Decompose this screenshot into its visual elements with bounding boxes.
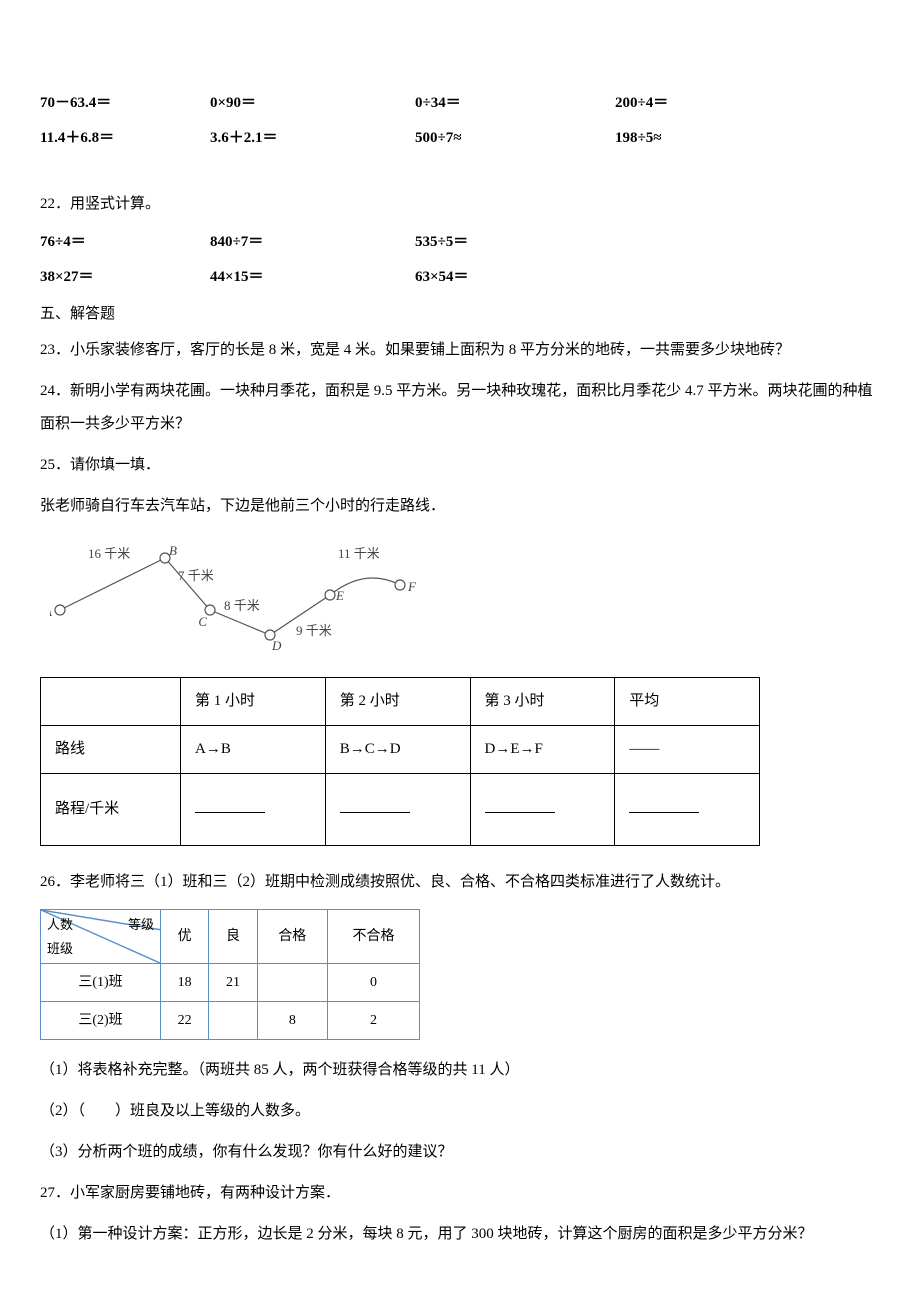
q25-desc: 张老师骑自行车去汽车站，下边是他前三个小时的行走路线． xyxy=(40,490,880,523)
q26-r2-c2 xyxy=(209,1002,257,1040)
q26-sub3: （3）分析两个班的成绩，你有什么发现？你有什么好的建议？ xyxy=(40,1136,880,1169)
q26-col-liang: 良 xyxy=(209,910,257,964)
svg-text:D: D xyxy=(271,638,282,650)
q26-r2-c4: 2 xyxy=(327,1002,419,1040)
q26-corner-cell: 人数 等级 班级 xyxy=(41,910,161,964)
svg-text:9 千米: 9 千米 xyxy=(296,623,332,638)
eq-76div4: 76÷4＝ xyxy=(40,229,210,256)
q26-table: 人数 等级 班级 优 良 合格 不合格 三(1)班 18 21 0 三(2)班 … xyxy=(40,909,420,1040)
table-row: 三(2)班 22 8 2 xyxy=(41,1002,420,1040)
q25-row1-c4: —— xyxy=(615,726,760,774)
q22-row1: 76÷4＝ 840÷7＝ 535÷5＝ xyxy=(40,229,880,256)
q26-title: 26．李老师将三（1）班和三（2）班期中检测成绩按照优、良、合格、不合格四类标准… xyxy=(40,866,880,899)
q26-r1-c1: 18 xyxy=(161,964,209,1002)
q26-r2-c1: 22 xyxy=(161,1002,209,1040)
eq-70-63.4: 70－63.4＝ xyxy=(40,90,210,117)
q25-th-avg: 平均 xyxy=(615,678,760,726)
q26-sub1: （1）将表格补充完整。（两班共 85 人，两个班获得合格等级的共 11 人） xyxy=(40,1054,880,1087)
q26-r1-c2: 21 xyxy=(209,964,257,1002)
q22-row2: 38×27＝ 44×15＝ 63×54＝ xyxy=(40,264,880,291)
q23-text: 23．小乐家装修客厅，客厅的长是 8 米，宽是 4 米。如果要铺上面积为 8 平… xyxy=(40,334,880,367)
eq-840div7: 840÷7＝ xyxy=(210,229,415,256)
eq-0div34: 0÷34＝ xyxy=(415,90,615,117)
table-row-header: 第 1 小时 第 2 小时 第 3 小时 平均 xyxy=(41,678,760,726)
q26-r2-c3: 8 xyxy=(257,1002,327,1040)
table-row-distance: 路程/千米 xyxy=(41,774,760,846)
q25-row1-label: 路线 xyxy=(41,726,181,774)
q25-row2-c3 xyxy=(470,774,615,846)
q27-title: 27．小军家厨房要铺地砖，有两种设计方案． xyxy=(40,1177,880,1210)
eq-44x15: 44×15＝ xyxy=(210,264,415,291)
equations-group1-row2: 11.4＋6.8＝ 3.6＋2.1＝ 500÷7≈ 198÷5≈ xyxy=(40,125,880,152)
table-row-route: 路线 A→B B→C→D D→E→F —— xyxy=(41,726,760,774)
svg-text:8 千米: 8 千米 xyxy=(224,598,260,613)
q26-sub2: （2）（ ）班良及以上等级的人数多。 xyxy=(40,1095,880,1128)
svg-text:A: A xyxy=(50,604,52,619)
q24-text: 24．新明小学有两块花圃。一块种月季花，面积是 9.5 平方米。另一块种玫瑰花，… xyxy=(40,375,880,441)
q26-r1-c3 xyxy=(257,964,327,1002)
svg-text:E: E xyxy=(335,588,344,603)
eq-63x54: 63×54＝ xyxy=(415,264,615,291)
q27-sub1: （1）第一种设计方案：正方形，边长是 2 分米，每块 8 元，用了 300 块地… xyxy=(40,1218,880,1251)
q25-row1-c3: D→E→F xyxy=(470,726,615,774)
q26-r2-label: 三(2)班 xyxy=(41,1002,161,1040)
q25-th-hour2: 第 2 小时 xyxy=(325,678,470,726)
section-5-heading: 五、解答题 xyxy=(40,301,880,328)
q26-col-you: 优 xyxy=(161,910,209,964)
route-diagram-svg: 16 千米 7 千米 8 千米 9 千米 11 千米 A B C D E F xyxy=(50,540,430,650)
eq-200div4: 200÷4＝ xyxy=(615,90,795,117)
q25-row2-label: 路程/千米 xyxy=(41,774,181,846)
svg-text:B: B xyxy=(169,543,177,558)
q26-table-container: 人数 等级 班级 优 良 合格 不合格 三(1)班 18 21 0 三(2)班 … xyxy=(40,909,880,1040)
q25-table: 第 1 小时 第 2 小时 第 3 小时 平均 路线 A→B B→C→D D→E… xyxy=(40,677,760,846)
equations-group1-row1: 70－63.4＝ 0×90＝ 0÷34＝ 200÷4＝ xyxy=(40,90,880,117)
eq-11.4+6.8: 11.4＋6.8＝ xyxy=(40,125,210,152)
q26-r1-label: 三(1)班 xyxy=(41,964,161,1002)
corner-label-bottom: 班级 xyxy=(47,937,73,960)
q26-r1-c4: 0 xyxy=(327,964,419,1002)
table-row: 人数 等级 班级 优 良 合格 不合格 xyxy=(41,910,420,964)
svg-text:7 千米: 7 千米 xyxy=(178,568,214,583)
q26-col-hege: 合格 xyxy=(257,910,327,964)
eq-535div5: 535÷5＝ xyxy=(415,229,615,256)
svg-text:16 千米: 16 千米 xyxy=(88,546,130,561)
q25-row1-c2: B→C→D xyxy=(325,726,470,774)
eq-0x90: 0×90＝ xyxy=(210,90,415,117)
eq-198div5: 198÷5≈ xyxy=(615,125,795,152)
q22-title: 22．用竖式计算。 xyxy=(40,188,880,221)
q25-row2-c1 xyxy=(181,774,326,846)
q25-th-hour1: 第 1 小时 xyxy=(181,678,326,726)
q26-col-buhege: 不合格 xyxy=(327,910,419,964)
route-diagram: 16 千米 7 千米 8 千米 9 千米 11 千米 A B C D E F xyxy=(40,535,880,665)
q25-row2-c2 xyxy=(325,774,470,846)
corner-label-top: 人数 xyxy=(47,913,73,936)
q25-row1-c1: A→B xyxy=(181,726,326,774)
q25-th-empty xyxy=(41,678,181,726)
eq-3.6+2.1: 3.6＋2.1＝ xyxy=(210,125,415,152)
svg-text:11 千米: 11 千米 xyxy=(338,546,380,561)
svg-text:F: F xyxy=(407,579,417,594)
table-row: 三(1)班 18 21 0 xyxy=(41,964,420,1002)
corner-label-right: 等级 xyxy=(128,913,154,936)
eq-38x27: 38×27＝ xyxy=(40,264,210,291)
q25-title: 25．请你填一填． xyxy=(40,449,880,482)
eq-500div7: 500÷7≈ xyxy=(415,125,615,152)
q25-th-hour3: 第 3 小时 xyxy=(470,678,615,726)
svg-text:C: C xyxy=(198,614,207,629)
q25-row2-c4 xyxy=(615,774,760,846)
